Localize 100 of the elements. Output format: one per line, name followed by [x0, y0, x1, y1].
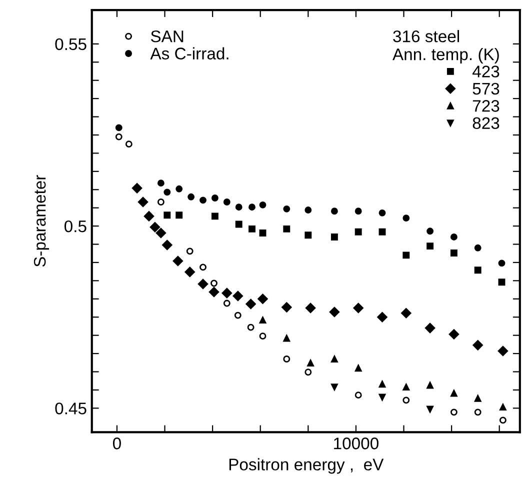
point	[211, 194, 218, 202]
point	[424, 322, 436, 334]
legend-label: SAN	[150, 30, 184, 42]
point	[450, 234, 458, 240]
point	[474, 394, 482, 402]
point	[132, 183, 142, 194]
point	[402, 396, 410, 404]
point	[474, 266, 482, 274]
point	[474, 244, 482, 252]
point	[426, 242, 434, 250]
point	[232, 290, 244, 302]
point	[378, 228, 386, 236]
point	[223, 198, 230, 206]
point	[247, 324, 254, 331]
point	[115, 124, 122, 132]
x-axis-title: Positron energy , eV	[229, 458, 384, 474]
point	[499, 416, 506, 424]
point	[198, 278, 208, 290]
point	[330, 208, 338, 215]
point	[248, 204, 256, 211]
legend-label: 723	[472, 100, 500, 112]
point	[176, 212, 183, 219]
point	[144, 211, 154, 222]
point	[426, 406, 434, 413]
point	[115, 133, 122, 140]
point	[125, 140, 132, 148]
point	[259, 316, 266, 324]
point	[330, 356, 338, 362]
point	[248, 225, 256, 232]
point	[138, 196, 148, 208]
point	[162, 240, 172, 250]
point	[259, 201, 266, 208]
legend-label: As C-irrad.	[150, 47, 228, 60]
point	[499, 404, 506, 411]
point	[150, 222, 160, 232]
point	[157, 198, 164, 206]
point	[259, 332, 266, 340]
point	[448, 329, 460, 340]
point	[498, 278, 506, 286]
point	[354, 208, 362, 215]
point	[188, 193, 195, 200]
y-tick-label: 0.5	[64, 220, 86, 232]
point	[378, 380, 386, 388]
point	[304, 232, 312, 239]
point	[354, 364, 362, 372]
point	[474, 408, 482, 416]
point	[176, 185, 183, 192]
point	[450, 408, 458, 416]
point	[450, 390, 458, 397]
point	[353, 302, 364, 314]
point	[354, 228, 362, 236]
point	[402, 252, 410, 259]
point	[283, 356, 290, 362]
point	[223, 300, 230, 307]
point	[200, 196, 206, 204]
point	[426, 228, 434, 235]
point	[208, 286, 220, 298]
legend-title: 316 steel Ann. temp. (K)	[392, 30, 499, 64]
x-tick-label: 0	[112, 438, 121, 450]
point	[472, 340, 483, 350]
point	[378, 394, 386, 401]
point	[329, 306, 340, 318]
point	[307, 360, 314, 366]
point	[304, 368, 312, 376]
point	[354, 392, 362, 399]
point	[246, 298, 256, 310]
point	[258, 294, 268, 304]
point	[304, 206, 312, 214]
point	[210, 280, 218, 287]
point	[377, 312, 388, 322]
point	[378, 209, 386, 216]
point	[211, 212, 218, 220]
point	[259, 229, 266, 236]
point	[426, 382, 434, 389]
point	[200, 264, 206, 271]
point	[156, 228, 166, 238]
legend-label: 573	[472, 82, 500, 95]
point	[498, 260, 506, 267]
point	[305, 302, 316, 314]
y-tick-label: 0.45	[55, 402, 86, 414]
point	[283, 225, 290, 232]
point	[330, 384, 338, 391]
point	[157, 180, 164, 187]
point	[164, 188, 171, 196]
point	[234, 312, 242, 319]
point	[164, 212, 171, 219]
point	[282, 302, 292, 312]
point	[172, 256, 184, 266]
point	[222, 288, 232, 298]
legend-label: 423	[472, 66, 500, 78]
point	[186, 248, 194, 255]
legend-label: 823	[472, 117, 500, 130]
point	[283, 205, 290, 212]
point	[402, 384, 410, 391]
point	[450, 250, 458, 256]
point	[235, 220, 242, 228]
x-tick-label: 10000	[334, 438, 378, 450]
point	[401, 308, 412, 318]
point	[235, 204, 242, 211]
point	[184, 266, 195, 278]
